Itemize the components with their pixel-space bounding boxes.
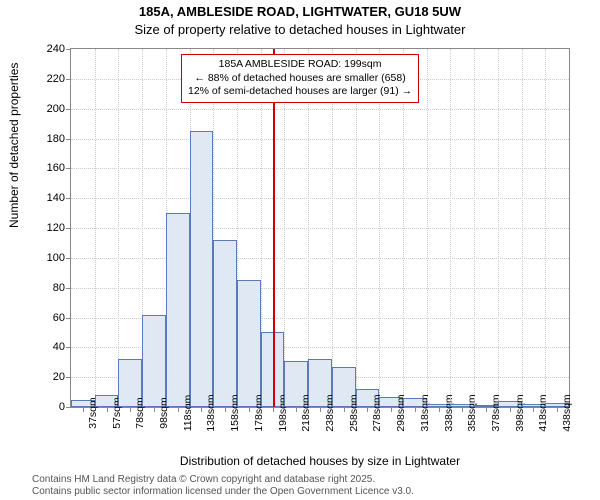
gridline-v [498, 49, 499, 407]
histogram-bar [166, 213, 190, 407]
x-tick [439, 407, 440, 412]
gridline-v [450, 49, 451, 407]
x-tick [510, 407, 511, 412]
gridline-h [71, 198, 569, 199]
x-tick [391, 407, 392, 412]
y-tick [66, 407, 71, 408]
y-tick-label: 0 [59, 401, 65, 413]
x-tick [344, 407, 345, 412]
histogram-bar [142, 315, 166, 407]
x-tick [225, 407, 226, 412]
gridline-h [71, 109, 569, 110]
x-tick [107, 407, 108, 412]
gridline-h [71, 288, 569, 289]
y-tick-label: 100 [47, 252, 65, 264]
annotation-line: 12% of semi-detached houses are larger (… [188, 85, 412, 99]
footer-line-2: Contains public sector information licen… [32, 486, 414, 498]
y-tick [66, 228, 71, 229]
y-tick [66, 258, 71, 259]
x-tick [178, 407, 179, 412]
footer-line-1: Contains HM Land Registry data © Crown c… [32, 474, 414, 486]
x-tick [415, 407, 416, 412]
y-tick [66, 49, 71, 50]
x-tick [533, 407, 534, 412]
x-tick [462, 407, 463, 412]
x-tick-label: 418sqm [537, 394, 549, 431]
x-tick-label: 438sqm [561, 394, 573, 431]
y-tick-label: 240 [47, 43, 65, 55]
y-tick [66, 79, 71, 80]
y-tick [66, 168, 71, 169]
x-tick [130, 407, 131, 412]
y-tick [66, 318, 71, 319]
y-tick-label: 120 [47, 222, 65, 234]
y-axis-label: Number of detached properties [7, 63, 21, 228]
x-tick [154, 407, 155, 412]
x-tick [486, 407, 487, 412]
y-tick-label: 220 [47, 73, 65, 85]
x-tick [83, 407, 84, 412]
chart-subtitle: Size of property relative to detached ho… [0, 22, 600, 37]
gridline-v [95, 49, 96, 407]
histogram-bar [237, 280, 261, 407]
x-tick-label: 398sqm [514, 394, 526, 431]
y-tick-label: 20 [53, 371, 65, 383]
y-tick-label: 60 [53, 312, 65, 324]
histogram-bar [213, 240, 237, 407]
x-axis-label: Distribution of detached houses by size … [70, 454, 570, 468]
x-tick [273, 407, 274, 412]
chart-footer: Contains HM Land Registry data © Crown c… [32, 474, 414, 498]
x-tick [557, 407, 558, 412]
y-tick-label: 140 [47, 192, 65, 204]
annotation-box: 185A AMBLESIDE ROAD: 199sqm← 88% of deta… [181, 54, 419, 103]
gridline-v [427, 49, 428, 407]
x-tick-label: 378sqm [490, 394, 502, 431]
gridline-h [71, 228, 569, 229]
y-tick [66, 288, 71, 289]
plot-area: 02040608010012014016018020022024037sqm57… [70, 48, 570, 408]
x-tick-label: 358sqm [466, 394, 478, 431]
y-tick-label: 180 [47, 133, 65, 145]
gridline-h [71, 139, 569, 140]
gridline-v [545, 49, 546, 407]
x-tick [367, 407, 368, 412]
gridline-h [71, 258, 569, 259]
y-tick [66, 109, 71, 110]
x-tick-label: 318sqm [419, 394, 431, 431]
gridline-v [474, 49, 475, 407]
y-tick [66, 198, 71, 199]
x-tick [249, 407, 250, 412]
gridline-v [118, 49, 119, 407]
chart-container: 185A, AMBLESIDE ROAD, LIGHTWATER, GU18 5… [0, 0, 600, 500]
y-tick-label: 160 [47, 162, 65, 174]
gridline-v [522, 49, 523, 407]
x-tick-label: 338sqm [443, 394, 455, 431]
x-tick [201, 407, 202, 412]
histogram-bar [190, 131, 214, 407]
y-tick-label: 80 [53, 282, 65, 294]
y-tick-label: 40 [53, 341, 65, 353]
annotation-line: ← 88% of detached houses are smaller (65… [188, 72, 412, 86]
chart-title: 185A, AMBLESIDE ROAD, LIGHTWATER, GU18 5… [0, 4, 600, 19]
gridline-h [71, 168, 569, 169]
y-tick [66, 347, 71, 348]
y-tick-label: 200 [47, 103, 65, 115]
annotation-line: 185A AMBLESIDE ROAD: 199sqm [188, 58, 412, 72]
x-tick [296, 407, 297, 412]
y-tick [66, 139, 71, 140]
x-tick [320, 407, 321, 412]
y-tick [66, 377, 71, 378]
